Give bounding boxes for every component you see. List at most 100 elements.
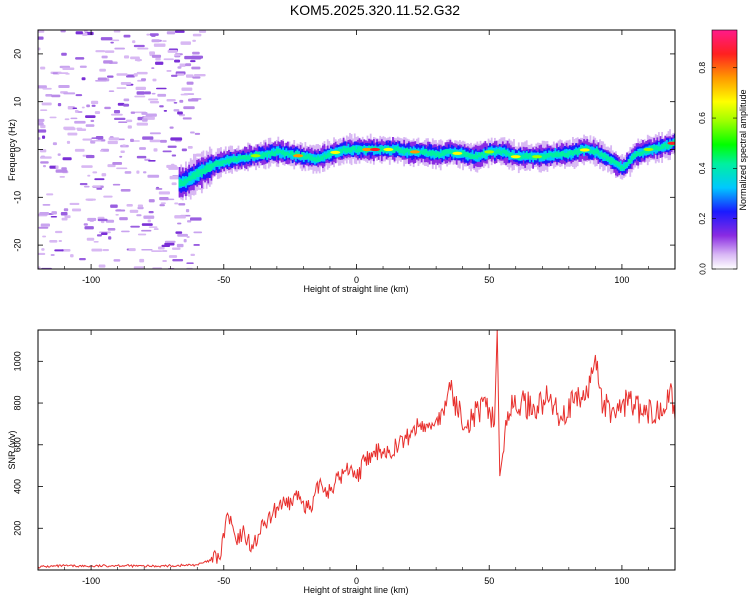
spectrogram-noise-cell [94, 111, 101, 115]
spectrogram-noise-cell [41, 102, 52, 106]
spectrogram-noise-cell [67, 132, 78, 136]
spectrogram-trace-cell [626, 162, 628, 167]
spectrogram-trace-cell [185, 178, 187, 185]
spectrogram-trace-cell [544, 154, 547, 160]
spectrogram-trace-cell [188, 175, 191, 182]
spectrogram-trace-cell [466, 152, 469, 158]
spectrogram-trace-cell [186, 177, 189, 183]
spectrogram-trace-cell [189, 175, 192, 182]
spectrogram-noise-cell [170, 137, 183, 141]
spectrogram-trace-cell [352, 146, 355, 151]
spectrogram-trace-cell [259, 154, 262, 159]
spectrogram-noise-cell [136, 91, 145, 95]
spectrogram-noise-cell [123, 98, 130, 102]
spectrogram-noise-cell [186, 236, 190, 238]
spectrogram-noise-cell [172, 247, 181, 250]
spectrogram-noise-cell [182, 117, 192, 120]
spectrogram-trace-cell [546, 152, 549, 158]
spectrogram-noise-cell [188, 98, 199, 102]
spectrogram-trace-cell [315, 157, 318, 163]
spectrogram-trace-cell [256, 152, 259, 157]
spectrogram-noise-cell [105, 219, 115, 223]
spectrogram-trace-cell [286, 151, 289, 156]
spectrogram-noise-cell [40, 124, 46, 129]
spectrogram-noise-cell [139, 147, 146, 150]
spectrogram-noise-cell [52, 142, 57, 146]
colorbar-gradient [712, 30, 737, 269]
spectrogram-noise-cell [192, 51, 200, 55]
spectrogram-trace-cell [291, 151, 294, 157]
spectrogram-noise-cell [86, 237, 95, 241]
spectrogram-noise-cell [190, 131, 195, 134]
spectrogram-trace-cell [493, 151, 496, 155]
spectrogram-trace-cell [627, 159, 630, 164]
spectrogram-trace-cell [667, 142, 670, 149]
spectrogram-peak-cell [362, 147, 373, 152]
spectrogram-trace-cell [450, 150, 453, 155]
spectrogram-trace-cell [350, 146, 353, 153]
snr-y-tick-label: 200 [12, 521, 22, 536]
spectrogram-noise-cell [40, 109, 48, 112]
spectrogram-trace-cell [670, 142, 673, 148]
spectrogram-noise-cell [55, 165, 59, 169]
spectrogram-noise-cell [108, 137, 120, 141]
spectrogram-trace-cell [263, 152, 265, 158]
spectrogram-noise-cell [41, 248, 45, 251]
spectrogram-noise-cell [141, 112, 148, 115]
spectrogram-trace-cell [557, 152, 560, 158]
spectrogram-noise-cell [190, 253, 195, 257]
spectrogram-noise-cell [190, 217, 202, 221]
spectrogram-noise-cell [177, 222, 182, 225]
spectrogram-trace-cell [549, 152, 552, 157]
spectrogram-noise-cell [38, 30, 45, 33]
snr-x-tick-label: 100 [614, 576, 629, 586]
spectrogram-trace-cell [296, 152, 299, 156]
spectrogram-noise-cell [181, 148, 187, 152]
spectrogram-noise-cell [144, 91, 151, 95]
spectrogram-noise-cell [177, 233, 188, 237]
spectrogram-trace-cell [318, 157, 321, 162]
spectrogram-trace-cell [616, 161, 619, 167]
spectrogram-noise-cell [82, 32, 88, 36]
spectrogram-trace-cell [594, 149, 597, 154]
spectrogram-noise-cell [151, 39, 160, 43]
spectrogram-trace-cell [479, 152, 482, 158]
spectrogram-noise-cell [39, 149, 47, 153]
spectrogram-trace-cell [183, 178, 186, 187]
spectrogram-trace-cell [608, 157, 611, 162]
spectrogram-trace-cell [599, 153, 601, 157]
spectrogram-trace-cell [556, 151, 558, 157]
spectrogram-noise-cell [161, 244, 171, 247]
spectrogram-noise-cell [148, 159, 156, 162]
snr-y-tick-label: 800 [12, 396, 22, 411]
spectrogram-noise-cell [159, 204, 165, 207]
spectrogram-trace-cell [521, 154, 523, 160]
spectrogram-noise-cell [163, 58, 174, 61]
spectrogram-noise-cell [137, 116, 143, 121]
spectrogram-noise-cell [148, 199, 155, 203]
spectrogram-trace-cell [444, 149, 447, 155]
spectrogram-noise-cell [152, 78, 157, 82]
spectrogram-trace-cell [271, 150, 273, 156]
spectrogram-trace-cell [603, 153, 606, 158]
spectrogram-noise-cell [118, 121, 128, 124]
spectrogram-trace-cell [551, 152, 554, 158]
spectrogram-trace-cell [645, 149, 648, 154]
spectrogram-trace-cell [267, 150, 270, 158]
spectrogram-trace-cell [406, 147, 409, 158]
spectrogram-trace-cell [304, 155, 307, 160]
spectrogram-noise-cell [51, 94, 61, 98]
spectrogram-trace-cell [500, 150, 503, 156]
spectrogram-noise-cell [162, 40, 167, 42]
spectrogram-trace-cell [317, 155, 320, 162]
spectrogram-peak-cell [531, 155, 542, 159]
spectrogram-noise-cell [153, 43, 166, 47]
spectrogram-noise-cell [96, 187, 103, 190]
spectrogram-noise-cell [85, 198, 96, 201]
spectrogram-noise-cell [177, 66, 182, 69]
spectrogram-trace-cell [624, 163, 627, 169]
spectrogram-trace-cell [651, 144, 654, 151]
spectrogram-noise-cell [72, 107, 78, 110]
spectrogram-trace-cell [597, 149, 600, 156]
spectrogram-noise-cell [61, 249, 71, 252]
